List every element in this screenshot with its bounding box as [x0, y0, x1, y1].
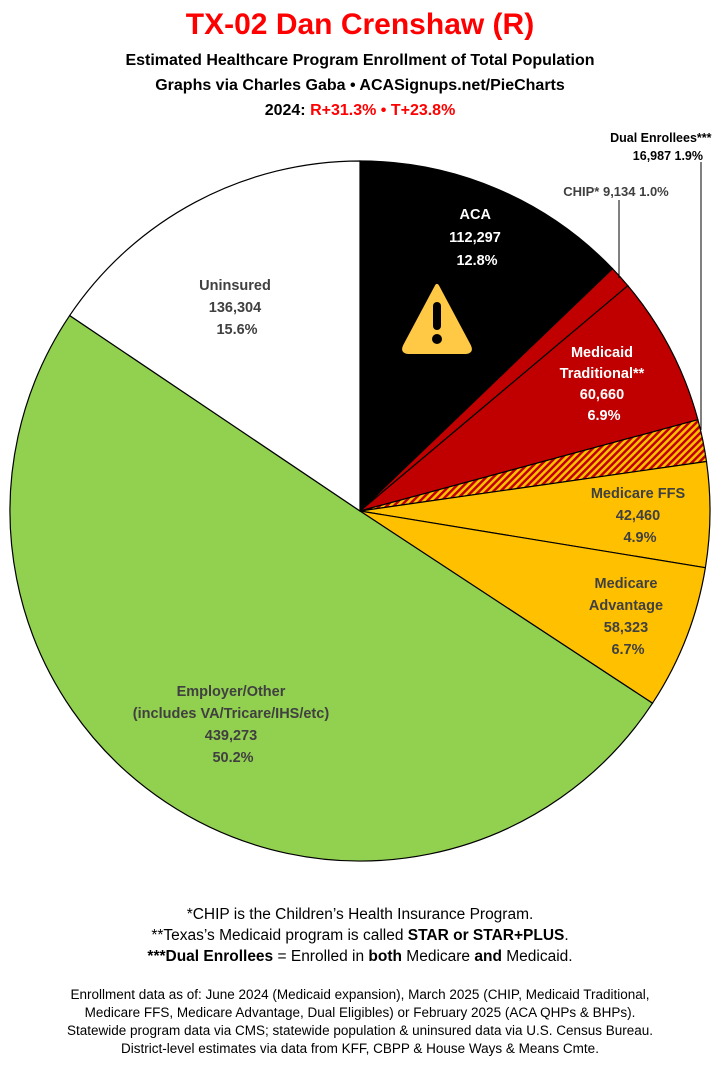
pie-slice-medicaid-traditional	[359, 284, 699, 512]
source-footer: Enrollment data as of: June 2024 (Medica…	[0, 986, 720, 1058]
pie-chart: ACA 112,297 12.8% CHIP* 9,134 1.0% Dual …	[9, 131, 715, 862]
chip-note: *CHIP is the Children’s Health Insurance…	[186, 906, 534, 923]
year-label: 2024:	[264, 102, 306, 119]
footnotes: *CHIP is the Children’s Health Insurance…	[0, 904, 720, 967]
footer-line: Statewide program data via CMS; statewid…	[66, 1023, 654, 1038]
medicaid-label: Medicaid Traditional** 60,660 6.9%	[560, 345, 649, 424]
pie-slice-uninsured	[68, 160, 361, 513]
medicare-advantage-label: Medicare Advantage 58,323 6.7%	[589, 576, 667, 658]
chart-credit: Graphs via Charles Gaba • ACASignups.net…	[155, 77, 565, 94]
uninsured-label: Uninsured 136,304 15.6%	[199, 278, 275, 338]
medicaid-note: **Texas’s Medicaid program is called STA…	[151, 927, 569, 944]
pie-slice-aca	[359, 160, 614, 513]
margins-value: R+31.3% • T+23.8%	[310, 102, 456, 119]
dual-note: ***Dual Enrollees = Enrolled in both Med…	[147, 948, 573, 965]
chip-label: CHIP* 9,134 1.0%	[563, 184, 669, 199]
chart-title: TX-02 Dan Crenshaw (R)	[185, 8, 535, 41]
employer-label: Employer/Other (includes VA/Tricare/IHS/…	[133, 684, 333, 766]
pie-slice-medicare-advantage	[359, 510, 707, 705]
footer-line: Medicare FFS, Medicare Advantage, Dual E…	[84, 1005, 636, 1020]
chart-subtitle: Estimated Healthcare Program Enrollment …	[125, 52, 595, 69]
medicare-ffs-label: Medicare FFS 42,460 4.9%	[591, 486, 689, 546]
aca-label: ACA 112,297 12.8%	[449, 207, 505, 269]
election-margins: 2024: R+31.3% • T+23.8%	[0, 102, 720, 120]
footer-line: District-level estimates via data from K…	[121, 1041, 599, 1056]
warning-icon	[402, 284, 472, 354]
pie-slice-employer-other-includes-va-tricare-ihs-etc	[9, 314, 654, 862]
dual-label: Dual Enrollees*** 16,987 1.9%	[610, 131, 715, 163]
footer-line: Enrollment data as of: June 2024 (Medica…	[70, 987, 650, 1002]
